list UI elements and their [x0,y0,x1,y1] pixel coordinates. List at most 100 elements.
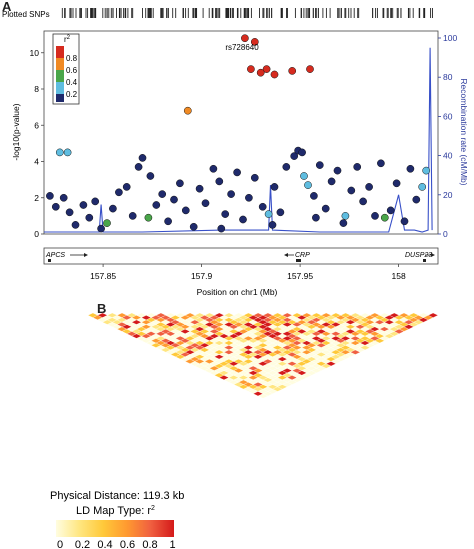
x-axis-label: Position on chr1 (Mb) [197,287,278,297]
point-r2-0-8 [97,224,105,233]
point-r2-0.8-2 [247,65,255,73]
plotted-snps-label: Plotted SNPs [2,10,50,19]
point-r2-0-19 [170,195,178,204]
point-r2-0-31 [245,193,253,202]
scatter-points [46,34,431,233]
point-r2-0-25 [209,164,218,173]
y-tick-label-1: 2 [34,193,39,203]
point-r2-0.2-7 [422,166,431,175]
gene-crp-arrowhead [284,253,288,257]
point-r2-0-24 [201,199,210,208]
point-r2-0-1 [51,202,60,211]
point-r2-0-0 [46,192,54,200]
gene-dusp23-arrowhead [431,253,435,257]
y-axis-left: 0 2 4 6 8 10 [30,48,44,239]
gene-track: APCS CRP DUSP23 [45,252,435,262]
point-r2-0-52 [386,206,395,215]
y-tick-label-4: 8 [34,84,39,94]
physical-distance-label: Physical Distance: 119.3 kb [50,490,184,502]
point-r2-0-14 [138,154,147,162]
point-r2-0-12 [128,212,137,220]
lead-snp-label: rs728640 [225,43,259,52]
point-r2-0-59 [217,224,226,233]
point-r2-0.8-0 [241,34,249,43]
point-r2-0-48 [359,197,367,206]
point-r2-0-15 [146,172,155,180]
point-r2-0-58 [312,213,320,222]
point-r2-0-36 [282,163,291,171]
plot-frame [43,30,439,235]
y2-tick-label-4: 80 [443,72,453,82]
scale-label-4: 0.8 [142,539,157,549]
point-r2-0-27 [221,210,230,218]
scale-label-2: 0.4 [97,539,112,549]
point-r2-0.2-3 [304,181,312,189]
point-r2-0-21 [181,206,190,215]
y2-tick-label-0: 0 [443,229,448,239]
scale-label-3: 0.6 [120,539,135,549]
point-r2-0-13 [134,163,143,171]
point-r2-0-28 [227,190,235,198]
point-r2-0-33 [258,202,267,211]
point-r2-0.2-2 [300,172,308,180]
y-axis-label: -log10(p-value) [11,103,21,160]
recombination-path [44,47,433,233]
point-r2-0-43 [327,177,336,186]
legend-swatch-0.6 [56,58,64,70]
recombination-line [44,47,433,233]
snp-rug [61,8,433,18]
gene-crp-exon [296,259,301,262]
point-r2-0-47 [353,163,362,171]
y-tick-label-3: 6 [34,120,39,130]
point-r2-0-3 [65,208,74,217]
legend: r2 0.8 0.6 0.4 0.2 [52,33,80,105]
point-r2-0.4-1 [144,213,153,222]
point-r2-0-54 [400,217,409,226]
legend-swatch-0 [56,94,64,102]
panel-a-letter: A [2,0,12,14]
point-r2-0.4-0 [103,219,111,227]
gene-apcs-exon [48,259,51,262]
point-r2-0-57 [268,221,277,229]
y-tick-label-0: 0 [34,229,39,239]
point-r2-0.2-0 [55,148,64,157]
legend-label-0.6: 0.6 [66,66,78,75]
y2-tick-label-5: 100 [443,33,457,43]
point-r2-0.4-2 [380,213,389,222]
scale-label-1: 0.2 [75,539,90,549]
point-r2-0-50 [371,212,379,220]
point-r2-0-46 [347,186,356,195]
point-r2-0-17 [158,190,167,198]
scale-label-5: 1 [169,539,175,549]
ld-map-type-label: LD Map Type: r2 [76,505,155,517]
point-r2-0-53 [392,179,401,188]
scale-label-0: 0 [57,539,63,549]
point-r2-0-5 [79,201,88,209]
point-r2-0-39 [298,148,306,157]
ld-scale-labels: 0 0.2 0.4 0.6 0.8 1 [57,539,176,549]
point-r2-0.2-6 [418,183,427,191]
y-tick-label-5: 10 [30,48,40,58]
gene-crp-label: CRP [295,252,310,259]
gene-track-frame [43,247,439,265]
point-r2-0-40 [310,192,318,200]
legend-title: r2 [64,35,71,44]
legend-swatch-0.2 [56,82,64,94]
point-r2-0-55 [406,164,415,173]
gene-apcs-arrowhead [84,253,88,257]
point-r2-0-26 [215,177,224,186]
gene-apcs-label: APCS [45,252,65,259]
point-r2-0-18 [164,217,172,226]
point-r2-0-29 [233,168,241,177]
x-axis: 157.85 157.9 157.95 158 [90,264,406,281]
y2-tick-label-1: 20 [443,190,453,200]
x-tick-label-3: 158 [392,271,406,281]
y2-axis-label: Recombination rate (cM/Mb) [459,78,469,185]
point-r2-0-9 [109,204,117,213]
point-r2-0.8-4 [270,70,279,79]
gene-dusp23-label: DUSP23 [405,252,432,259]
y2-tick-label-3: 60 [443,111,453,121]
legend-swatch-0.4 [56,70,64,82]
x-tick-label-1: 157.9 [191,271,213,281]
point-r2-0-45 [339,219,348,227]
